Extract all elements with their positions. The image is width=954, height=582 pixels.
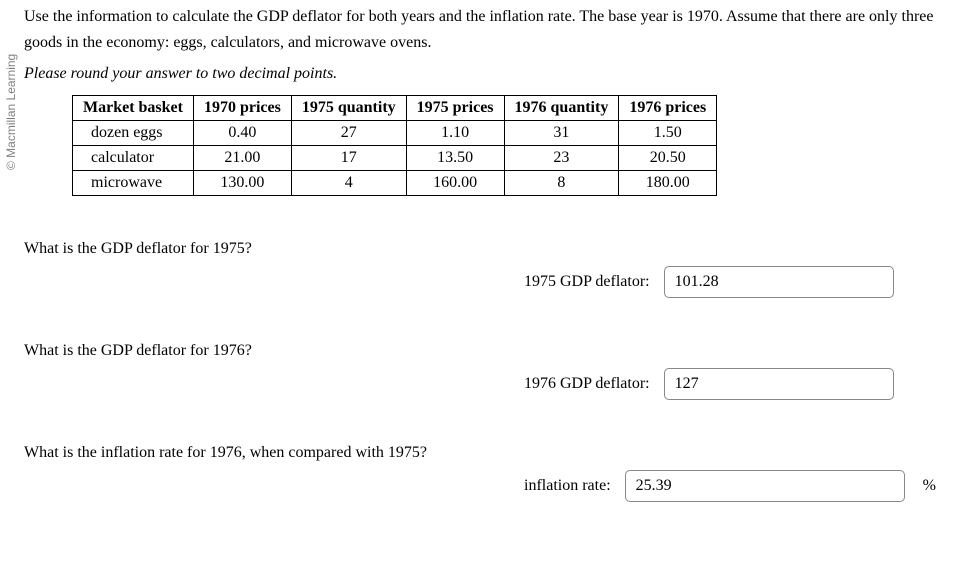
intro-text: Use the information to calculate the GDP… (24, 4, 946, 55)
q3-unit: % (923, 477, 936, 495)
th-1975-prices: 1975 prices (406, 96, 504, 121)
data-table-wrap: Market basket 1970 prices 1975 quantity … (72, 95, 946, 196)
question-3: What is the inflation rate for 1976, whe… (24, 444, 946, 502)
q1-answer-label: 1975 GDP deflator: (524, 273, 650, 291)
cell-value: 23 (504, 146, 619, 171)
q2-answer-input[interactable] (664, 368, 894, 400)
cell-value: 8 (504, 171, 619, 196)
th-market-basket: Market basket (73, 96, 194, 121)
table-row: dozen eggs 0.40 27 1.10 31 1.50 (73, 121, 717, 146)
table-row: microwave 130.00 4 160.00 8 180.00 (73, 171, 717, 196)
cell-value: 130.00 (193, 171, 291, 196)
th-1976-prices: 1976 prices (619, 96, 717, 121)
q2-answer-label: 1976 GDP deflator: (524, 375, 650, 393)
question-content: Use the information to calculate the GDP… (24, 4, 946, 502)
cell-value: 27 (291, 121, 406, 146)
th-1975-quantity: 1975 quantity (291, 96, 406, 121)
cell-value: 1.10 (406, 121, 504, 146)
cell-value: 4 (291, 171, 406, 196)
question-2: What is the GDP deflator for 1976? 1976 … (24, 342, 946, 400)
cell-value: 13.50 (406, 146, 504, 171)
cell-item: calculator (73, 146, 194, 171)
cell-value: 17 (291, 146, 406, 171)
cell-value: 160.00 (406, 171, 504, 196)
copyright-notice: © Macmillan Learning (4, 54, 18, 170)
cell-item: dozen eggs (73, 121, 194, 146)
market-basket-table: Market basket 1970 prices 1975 quantity … (72, 95, 717, 196)
question-1: What is the GDP deflator for 1975? 1975 … (24, 240, 946, 298)
q2-text: What is the GDP deflator for 1976? (24, 342, 524, 360)
table-header-row: Market basket 1970 prices 1975 quantity … (73, 96, 717, 121)
th-1970-prices: 1970 prices (193, 96, 291, 121)
q3-text: What is the inflation rate for 1976, whe… (24, 444, 524, 462)
q3-answer-label: inflation rate: (524, 477, 611, 495)
cell-value: 1.50 (619, 121, 717, 146)
cell-value: 20.50 (619, 146, 717, 171)
q3-answer-input[interactable] (625, 470, 905, 502)
cell-value: 0.40 (193, 121, 291, 146)
q1-answer-input[interactable] (664, 266, 894, 298)
cell-value: 21.00 (193, 146, 291, 171)
cell-value: 31 (504, 121, 619, 146)
cell-value: 180.00 (619, 171, 717, 196)
cell-item: microwave (73, 171, 194, 196)
table-row: calculator 21.00 17 13.50 23 20.50 (73, 146, 717, 171)
th-1976-quantity: 1976 quantity (504, 96, 619, 121)
rounding-note: Please round your answer to two decimal … (24, 65, 946, 83)
q1-text: What is the GDP deflator for 1975? (24, 240, 524, 258)
